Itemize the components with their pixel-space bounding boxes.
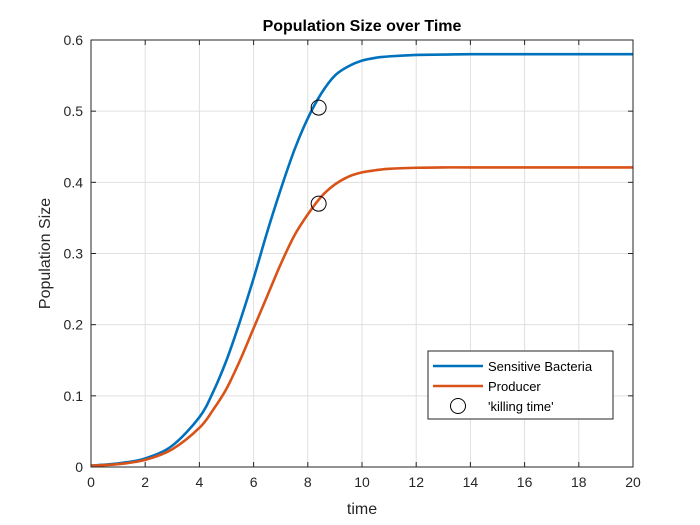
- x-tick-label: 8: [304, 474, 312, 490]
- x-tick-label: 20: [625, 474, 641, 490]
- killing-time-marker: [310, 99, 327, 116]
- y-tick-label: 0.6: [64, 32, 84, 48]
- chart-title: Population Size over Time: [263, 18, 462, 35]
- x-tick-label: 4: [196, 474, 204, 490]
- y-tick-label: 0.3: [64, 246, 84, 262]
- legend-label-producer: Producer: [488, 379, 541, 394]
- x-tick-label: 16: [517, 474, 533, 490]
- x-tick-label: 0: [87, 474, 95, 490]
- x-tick-label: 12: [408, 474, 424, 490]
- series-lines: [90, 52, 633, 467]
- y-axis-ticks: 0 0.1 0.2 0.3 0.4 0.5 0.6: [64, 32, 633, 475]
- y-tick-label: 0.4: [64, 174, 84, 190]
- killing-time-marker: [310, 195, 327, 212]
- y-tick-label: 0.2: [64, 317, 84, 333]
- y-tick-label: 0: [75, 459, 83, 475]
- x-axis-ticks: 0 2 4 6 8 10 12 14 16 18 20: [87, 40, 641, 490]
- x-tick-label: 10: [354, 474, 370, 490]
- y-axis-label: Population Size: [37, 198, 54, 309]
- x-axis-label: time: [347, 501, 377, 518]
- x-tick-label: 18: [571, 474, 587, 490]
- legend-marker-killing-time: [450, 398, 466, 414]
- y-tick-label: 0.5: [64, 103, 84, 119]
- legend-label-killing-time: 'killing time': [488, 399, 554, 414]
- killing-time-markers: [310, 99, 327, 212]
- y-tick-label: 0.1: [64, 388, 84, 404]
- series-line-sensitive-bacteria: [90, 52, 633, 467]
- x-tick-label: 2: [141, 474, 149, 490]
- x-tick-label: 6: [250, 474, 258, 490]
- legend: Sensitive Bacteria Producer 'killing time': [427, 350, 614, 420]
- legend-label-sensitive-bacteria: Sensitive Bacteria: [488, 359, 593, 374]
- series-line-producer: [90, 166, 633, 467]
- x-tick-label: 14: [463, 474, 479, 490]
